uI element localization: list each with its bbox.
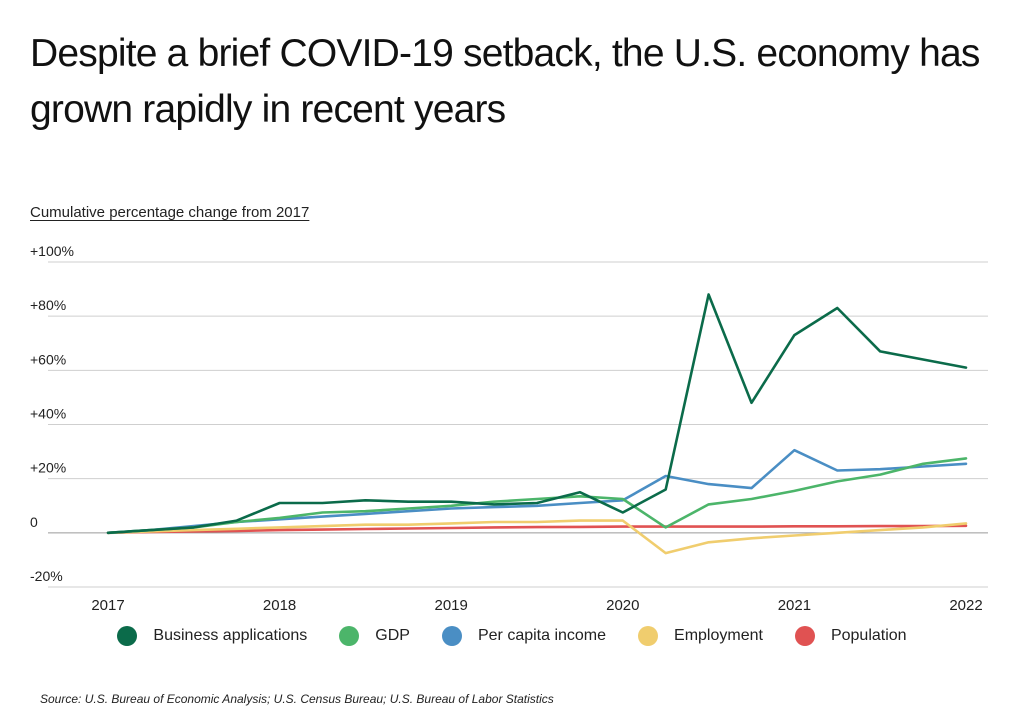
chart-title: Despite a brief COVID-19 setback, the U.… (30, 32, 980, 131)
x-tick-label: 2021 (778, 597, 811, 614)
legend-swatch (339, 626, 360, 646)
y-axis-label: Cumulative percentage change from 2017 (30, 204, 310, 221)
series-line-gdp (106, 457, 968, 535)
legend: Business applications GDP Per capita incom… (0, 626, 1024, 646)
x-tick-label: 2020 (606, 597, 639, 614)
legend-item-gdp: GDP (339, 626, 410, 646)
y-tick-labels: -20% 0 +20% +40% +60% +80% +100% (30, 243, 74, 584)
legend-swatch (638, 626, 659, 646)
line-chart: -20%0+20%+40%+60%+80%+100% 2017 2018 2019 2… (30, 243, 988, 614)
y-tick-label: +60% (30, 351, 66, 367)
series-line-employment (106, 519, 968, 555)
legend-item-population: Population (794, 626, 907, 646)
y-tick-label: +100% (30, 243, 74, 259)
y-tick-label: 0 (30, 514, 38, 530)
legend-label: Employment (674, 627, 763, 644)
legend-label: Business applications (153, 627, 308, 644)
legend-swatch (441, 626, 462, 646)
legend-swatch (794, 626, 815, 646)
y-tick-label: +40% (30, 406, 66, 422)
series-line-business-applications (106, 293, 968, 535)
legend-item-business-applications: Business applications (117, 626, 307, 646)
legend-item-per-capita-income: Per capita income (441, 626, 607, 646)
series-lines (106, 293, 968, 555)
y-tick-label: +20% (30, 460, 66, 476)
source-note: Source: U.S. Bureau of Economic Analysis… (40, 692, 554, 706)
series-line-population (106, 524, 968, 535)
y-tick-label: +80% (30, 297, 66, 313)
x-tick-label: 2018 (263, 597, 296, 614)
gridlines (48, 261, 988, 588)
legend-label: Population (830, 627, 907, 644)
legend-label: GDP (375, 627, 410, 644)
legend-item-employment: Employment (638, 626, 763, 646)
x-tick-labels: 2017 2018 2019 2020 2021 2022 (91, 597, 982, 614)
legend-swatch (117, 626, 138, 646)
y-tick-label: -20% (30, 568, 63, 584)
x-tick-label: 2019 (435, 597, 468, 614)
legend-label: Per capita income (477, 627, 607, 644)
x-tick-label: 2022 (949, 597, 982, 614)
x-tick-label: 2017 (91, 597, 124, 614)
